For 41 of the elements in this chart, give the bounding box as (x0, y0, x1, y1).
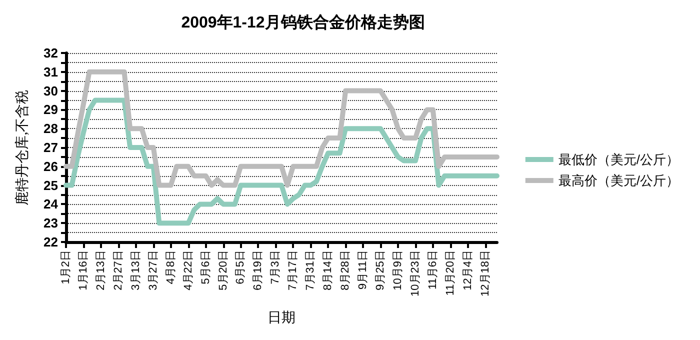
x-tick-label: 12月18日 (479, 250, 492, 296)
x-tick-label: 3月13日 (130, 250, 142, 290)
y-tick-label: 28 (44, 121, 58, 136)
y-tick-label: 25 (44, 178, 58, 193)
x-tick-label: 7月31日 (304, 250, 317, 290)
y-tick-label: 26 (44, 158, 58, 174)
y-tick-label: 23 (44, 216, 58, 231)
y-axis-title: 鹿特丹仓库,不含税 (14, 90, 30, 206)
x-tick-label: 7月17日 (287, 250, 300, 290)
y-tick-label: 29 (44, 102, 58, 118)
x-tick-label: 1月2日 (60, 250, 72, 284)
x-tick-label: 5月20日 (217, 250, 230, 290)
x-tick-label: 8月28日 (340, 250, 352, 290)
x-tick-label: 11月20日 (444, 250, 456, 296)
legend-label: 最高价（美元/公斤） (558, 173, 680, 188)
y-tick-label: 24 (44, 196, 59, 212)
x-tick-label: 7月3日 (270, 250, 282, 284)
x-tick-label: 1月16日 (77, 250, 90, 290)
legend-label: 最低价（美元/公斤） (558, 152, 680, 167)
x-tick-label: 6月19日 (252, 250, 264, 290)
x-tick-label: 3月27日 (147, 250, 160, 290)
y-tick-label: 22 (44, 234, 58, 250)
x-tick-label: 9月25日 (374, 250, 387, 290)
x-tick-label: 6月5日 (234, 250, 247, 284)
x-tick-label: 10月23日 (409, 250, 422, 296)
x-tick-label: 12月4日 (462, 250, 474, 290)
y-tick-label: 31 (44, 64, 58, 80)
x-axis-title: 日期 (268, 309, 296, 325)
x-tick-label: 2月13日 (94, 250, 107, 290)
x-tick-label: 11月6日 (426, 250, 439, 290)
x-tick-label: 9月11日 (357, 250, 370, 290)
y-tick-label: 30 (44, 83, 58, 98)
x-tick-label: 10月9日 (392, 250, 404, 290)
x-tick-label: 8月14日 (322, 250, 334, 290)
chart-title: 2009年1-12月钨铁合金价格走势图 (181, 14, 425, 32)
y-tick-label: 32 (44, 46, 58, 60)
x-tick-label: 5月6日 (200, 250, 212, 284)
y-tick-label: 27 (44, 140, 58, 155)
x-tick-label: 4月8日 (164, 250, 177, 284)
x-tick-label: 2月27日 (112, 250, 124, 290)
x-tick-label: 4月22日 (182, 250, 194, 290)
